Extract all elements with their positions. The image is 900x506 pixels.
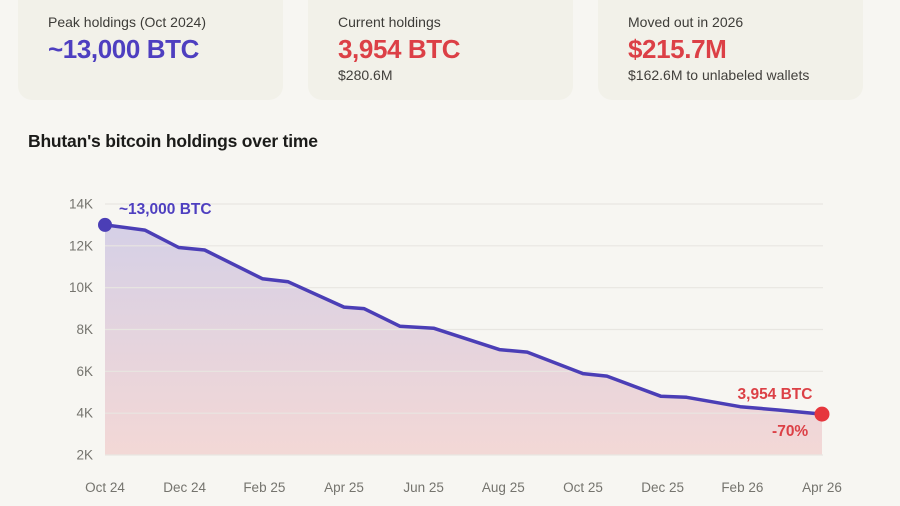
stat-card-label: Peak holdings (Oct 2024) — [48, 14, 206, 30]
holdings-line — [103, 223, 824, 416]
stat-card-subtext: $280.6M — [338, 67, 393, 84]
x-tick-label: Oct 24 — [85, 480, 125, 495]
x-tick-label: Apr 25 — [324, 480, 364, 495]
peak-marker-dot — [98, 217, 112, 232]
y-tick-label: 12K — [69, 238, 93, 253]
y-tick-label: 4K — [76, 406, 93, 421]
stat-card-label: Moved out in 2026 — [628, 14, 744, 30]
holdings-area — [105, 224, 822, 455]
x-tick-label: Apr 26 — [802, 480, 842, 495]
stat-card-subtext: $162.6M to unlabeled wallets — [628, 67, 810, 84]
x-tick-label: Feb 25 — [243, 480, 285, 495]
y-tick-label: 6K — [76, 364, 93, 379]
x-tick-label: Feb 26 — [721, 480, 763, 495]
y-tick-label: 8K — [76, 322, 93, 337]
y-tick-label: 2K — [76, 448, 93, 463]
chart-title: Bhutan's bitcoin holdings over time — [28, 131, 318, 151]
stat-card-label: Current holdings — [338, 14, 441, 30]
annotation-change: -70% — [772, 423, 808, 440]
stat-card-value: 3,954 BTC — [338, 33, 461, 64]
x-tick-label: Dec 25 — [641, 480, 684, 495]
annotation-current: 3,954 BTC — [738, 386, 813, 403]
stat-card-value: ~13,000 BTC — [48, 33, 199, 64]
x-tick-label: Oct 25 — [563, 480, 603, 495]
stat-card-current-holdings: Current holdings 3,954 BTC $280.6M — [308, 0, 573, 100]
x-tick-label: Aug 25 — [482, 480, 525, 495]
x-tick-label: Jun 25 — [403, 480, 444, 495]
y-tick-label: 14K — [69, 197, 93, 212]
stat-card-value: $215.7M — [628, 33, 727, 64]
x-tick-label: Dec 24 — [163, 480, 206, 495]
current-marker-dot — [814, 406, 830, 422]
annotation-peak: ~13,000 BTC — [119, 201, 212, 218]
y-tick-label: 10K — [69, 280, 93, 295]
stat-card-peak-holdings: Peak holdings (Oct 2024) ~13,000 BTC — [18, 0, 283, 100]
stat-card-moved-out: Moved out in 2026 $215.7M $162.6M to unl… — [598, 0, 863, 100]
